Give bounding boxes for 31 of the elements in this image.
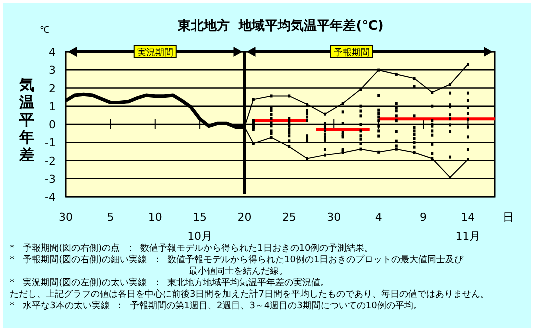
text: * 予報期間(図の右側)の点 ： 数値予報モデルから得られた1日おきの10例の予測結果。	[10, 243, 374, 254]
x-tick-label: 14 11月	[456, 211, 481, 243]
annotation: 予報期間	[334, 48, 370, 58]
x-tick-label: 5	[107, 211, 114, 224]
y-tick-label: -4	[45, 191, 56, 204]
chart-title: 東北地方 地域平均気温平年差(℃)	[177, 18, 384, 34]
annotation: 実況期間	[137, 48, 174, 58]
text: * 水平な3本の太い実線 ： 予報期間の第1週目、2週目、3～4週目の3期間についての10例の平均。	[10, 300, 422, 312]
y-tick-label: 1	[49, 100, 56, 114]
x-tick-label: 30	[59, 211, 73, 224]
x-tick-label: 4	[375, 211, 382, 224]
text: * 予報期間(図の右側)の細い実線 ： 数値予報モデルから得られた10例の1日おきのプロットの最大値同士及び	[10, 254, 465, 266]
text: 最小値同士を結んだ線。	[189, 266, 288, 277]
x-tick-label: 9	[420, 211, 427, 224]
x-tick-label: 20	[238, 211, 252, 224]
y-tick-label: -1	[45, 136, 56, 150]
x-axis-title: 日	[503, 211, 514, 224]
text: * 実況期間(図の左側)の太い実線 ： 東北地方地域平均気温平年差の実況値。	[10, 278, 330, 288]
y-tick-label: 2	[49, 82, 56, 96]
x-tick-label: 25	[282, 211, 296, 224]
y-tick-label: -3	[45, 172, 56, 186]
y-tick-label: 0	[49, 118, 56, 132]
text: ただし、上記グラフの値は各日を中心に前後3日間を加えた計7日間を平均したものであり、毎日の値ではありません。	[10, 289, 490, 300]
x-tick-label: 15 10月	[188, 211, 213, 243]
y-tick-label: -2	[45, 154, 56, 168]
text: ℃	[40, 26, 50, 36]
x-tick-label: 30	[327, 211, 342, 224]
y-tick-label: 3	[49, 64, 56, 78]
y-axis-title: 気温平年差	[18, 76, 34, 164]
y-tick-label: 4	[49, 46, 56, 59]
x-tick-label: 10	[148, 211, 162, 224]
